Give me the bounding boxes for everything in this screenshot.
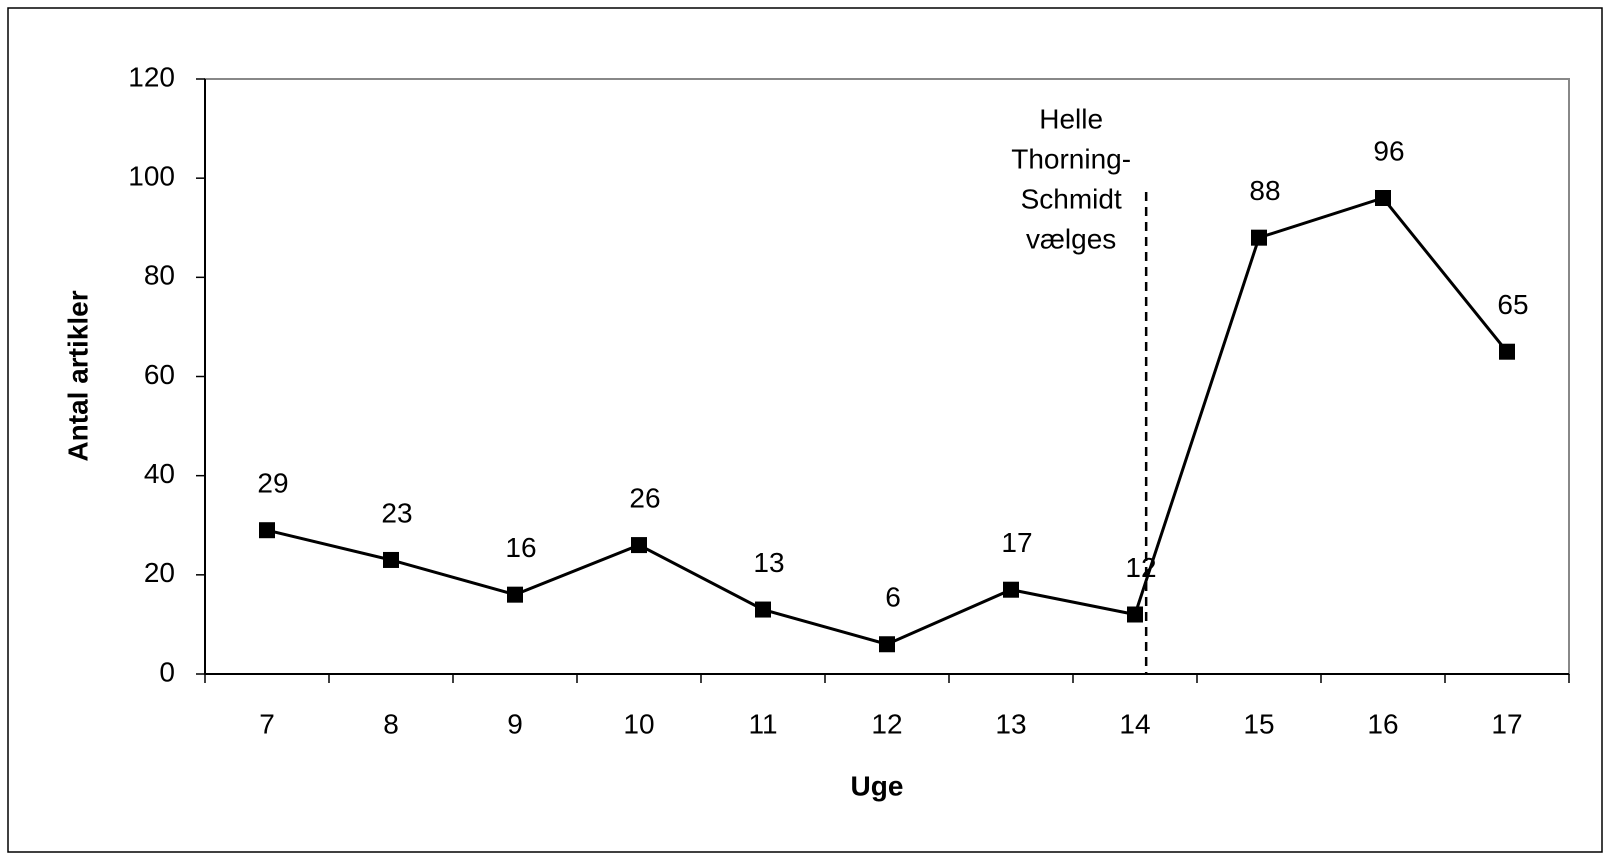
data-point [259,522,275,539]
y-tick-label: 40 [144,458,175,489]
data-label: 88 [1249,175,1280,206]
y-tick-label: 80 [144,260,175,291]
data-point [879,636,895,653]
annotation-text: Schmidt [1021,183,1122,214]
data-point [1003,581,1019,598]
data-point [1375,190,1391,206]
data-point [383,551,399,568]
data-label: 12 [1125,552,1156,583]
data-label: 6 [885,582,901,613]
x-tick-label: 9 [507,708,523,739]
y-tick-label: 0 [159,656,175,687]
annotation-text: vælges [1026,223,1116,254]
y-tick-label: 20 [144,557,175,588]
y-axis-label: Antal artikler [62,290,93,461]
plot-area [204,78,1570,675]
x-tick-label: 7 [259,708,275,739]
x-tick-label: 15 [1243,708,1274,739]
data-point [507,586,523,603]
data-point [1127,606,1143,623]
x-tick-label: 14 [1119,708,1150,739]
data-point [631,537,647,554]
x-tick-label: 10 [623,708,654,739]
y-tick-label: 100 [128,161,175,192]
x-tick-label: 16 [1367,708,1398,739]
x-axis-label: Uge [851,770,904,801]
x-tick-label: 11 [748,708,777,739]
data-label: 65 [1497,289,1528,320]
data-point [1499,343,1515,360]
data-label: 26 [629,482,660,513]
x-tick-label: 8 [383,708,399,739]
data-point [755,601,771,618]
data-label: 23 [381,497,412,528]
data-label: 96 [1373,135,1404,166]
data-point [1251,229,1267,246]
annotation-text: Helle [1039,103,1103,134]
y-tick-label: 60 [144,359,175,390]
annotation-text: Thorning- [1011,143,1131,174]
data-label: 16 [505,532,536,563]
x-tick-label: 17 [1491,708,1522,739]
data-label: 13 [753,547,784,578]
data-label: 17 [1001,527,1032,558]
x-tick-label: 12 [871,708,902,739]
y-tick-label: 120 [128,61,175,92]
data-label: 29 [257,468,288,499]
x-tick-label: 13 [995,708,1026,739]
